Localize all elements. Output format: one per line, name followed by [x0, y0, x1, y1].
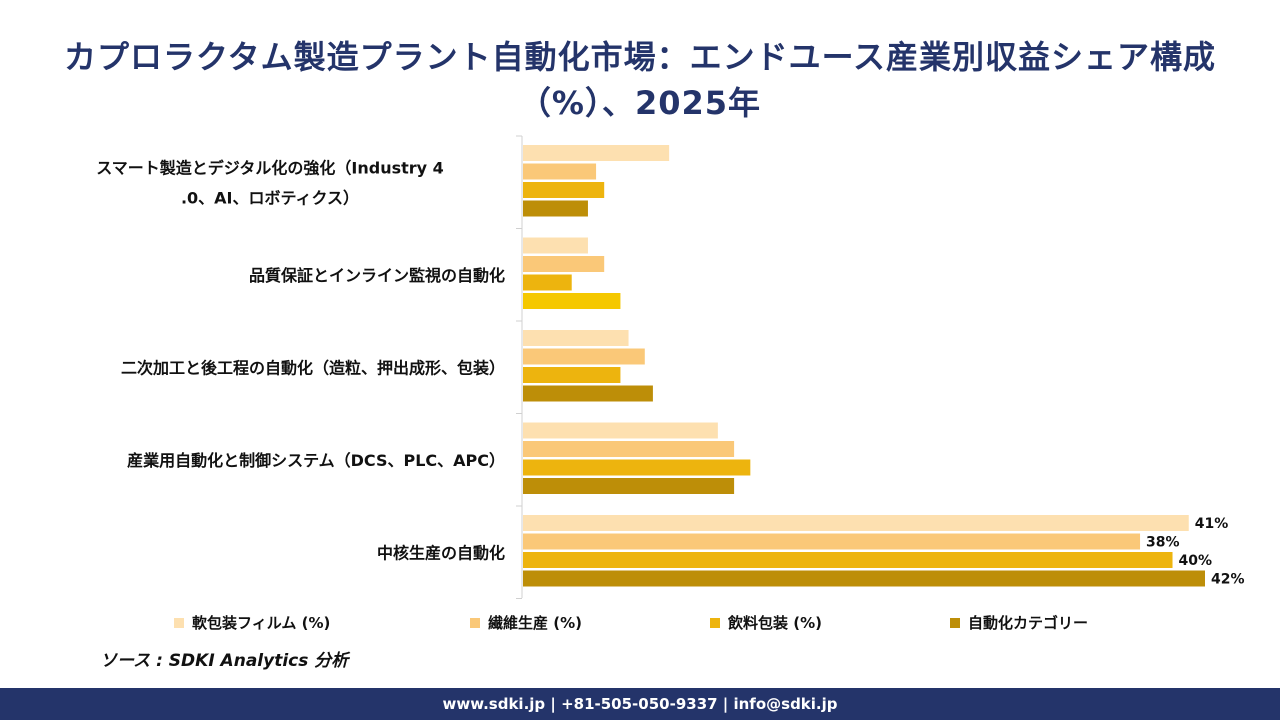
legend-swatch: [710, 617, 720, 628]
category-label: 二次加工と後工程の自動化（造粒、押出成形、包装）: [121, 358, 505, 377]
legend-label: 自動化カテゴリー: [968, 614, 1089, 632]
legend: 軟包装フィルム (%) 繊維生産 (%) 飲料包装 (%) 自動化カテゴリー: [0, 612, 1280, 640]
bar: [523, 330, 629, 346]
legend-swatch: [470, 617, 480, 628]
bar: [523, 385, 653, 402]
category-label: 品質保証とインライン監視の自動化: [249, 266, 505, 285]
bar: [523, 570, 1205, 587]
bar-chart: スマート製造とデジタル化の強化（Industry 4.0、AI、ロボティクス） 品…: [96, 135, 1245, 599]
data-label: 42%: [1211, 572, 1245, 588]
legend-item: 繊維生産 (%): [470, 612, 582, 633]
category-label: スマート製造とデジタル化の強化（Industry 4.0、AI、ロボティクス）: [96, 158, 444, 207]
bar: [523, 552, 1173, 568]
bar: [523, 200, 588, 217]
category-label: 産業用自動化と制御システム（DCS、PLC、APC）: [127, 451, 505, 470]
bar: [523, 163, 597, 180]
bar: [523, 293, 621, 309]
legend-label: 繊維生産 (%): [488, 614, 582, 632]
bar: [523, 459, 751, 476]
footer-contact: www.sdki.jp | +81-505-050-9337 | info@sd…: [0, 688, 1280, 720]
bar: [523, 533, 1141, 550]
legend-swatch: [174, 617, 184, 628]
bar: [523, 274, 572, 291]
category-label: 中核生産の自動化: [377, 543, 505, 562]
bar: [523, 237, 588, 254]
source-note: ソース : SDKI Analytics 分析: [100, 651, 349, 671]
bar: [523, 256, 605, 272]
data-label: 41%: [1195, 516, 1229, 532]
bar: [523, 515, 1189, 531]
bar: [523, 182, 605, 198]
bar: [523, 478, 735, 494]
bar: [523, 367, 621, 383]
data-label: 38%: [1146, 535, 1180, 551]
bar: [523, 145, 670, 161]
legend-swatch: [950, 617, 960, 628]
legend-label: 軟包装フィルム (%): [192, 614, 331, 632]
data-label: 40%: [1179, 553, 1213, 569]
bar: [523, 441, 735, 457]
bar: [523, 422, 718, 439]
chart-title: カプロラクタム製造プラント自動化市場：エンドユース産業別収益シェア構成（%）、2…: [63, 38, 1217, 122]
bar: [523, 348, 645, 365]
legend-label: 飲料包装 (%): [728, 614, 822, 632]
legend-item: 飲料包装 (%): [710, 612, 822, 633]
legend-item: 軟包装フィルム (%): [174, 612, 330, 633]
legend-item: 自動化カテゴリー: [950, 612, 1088, 633]
